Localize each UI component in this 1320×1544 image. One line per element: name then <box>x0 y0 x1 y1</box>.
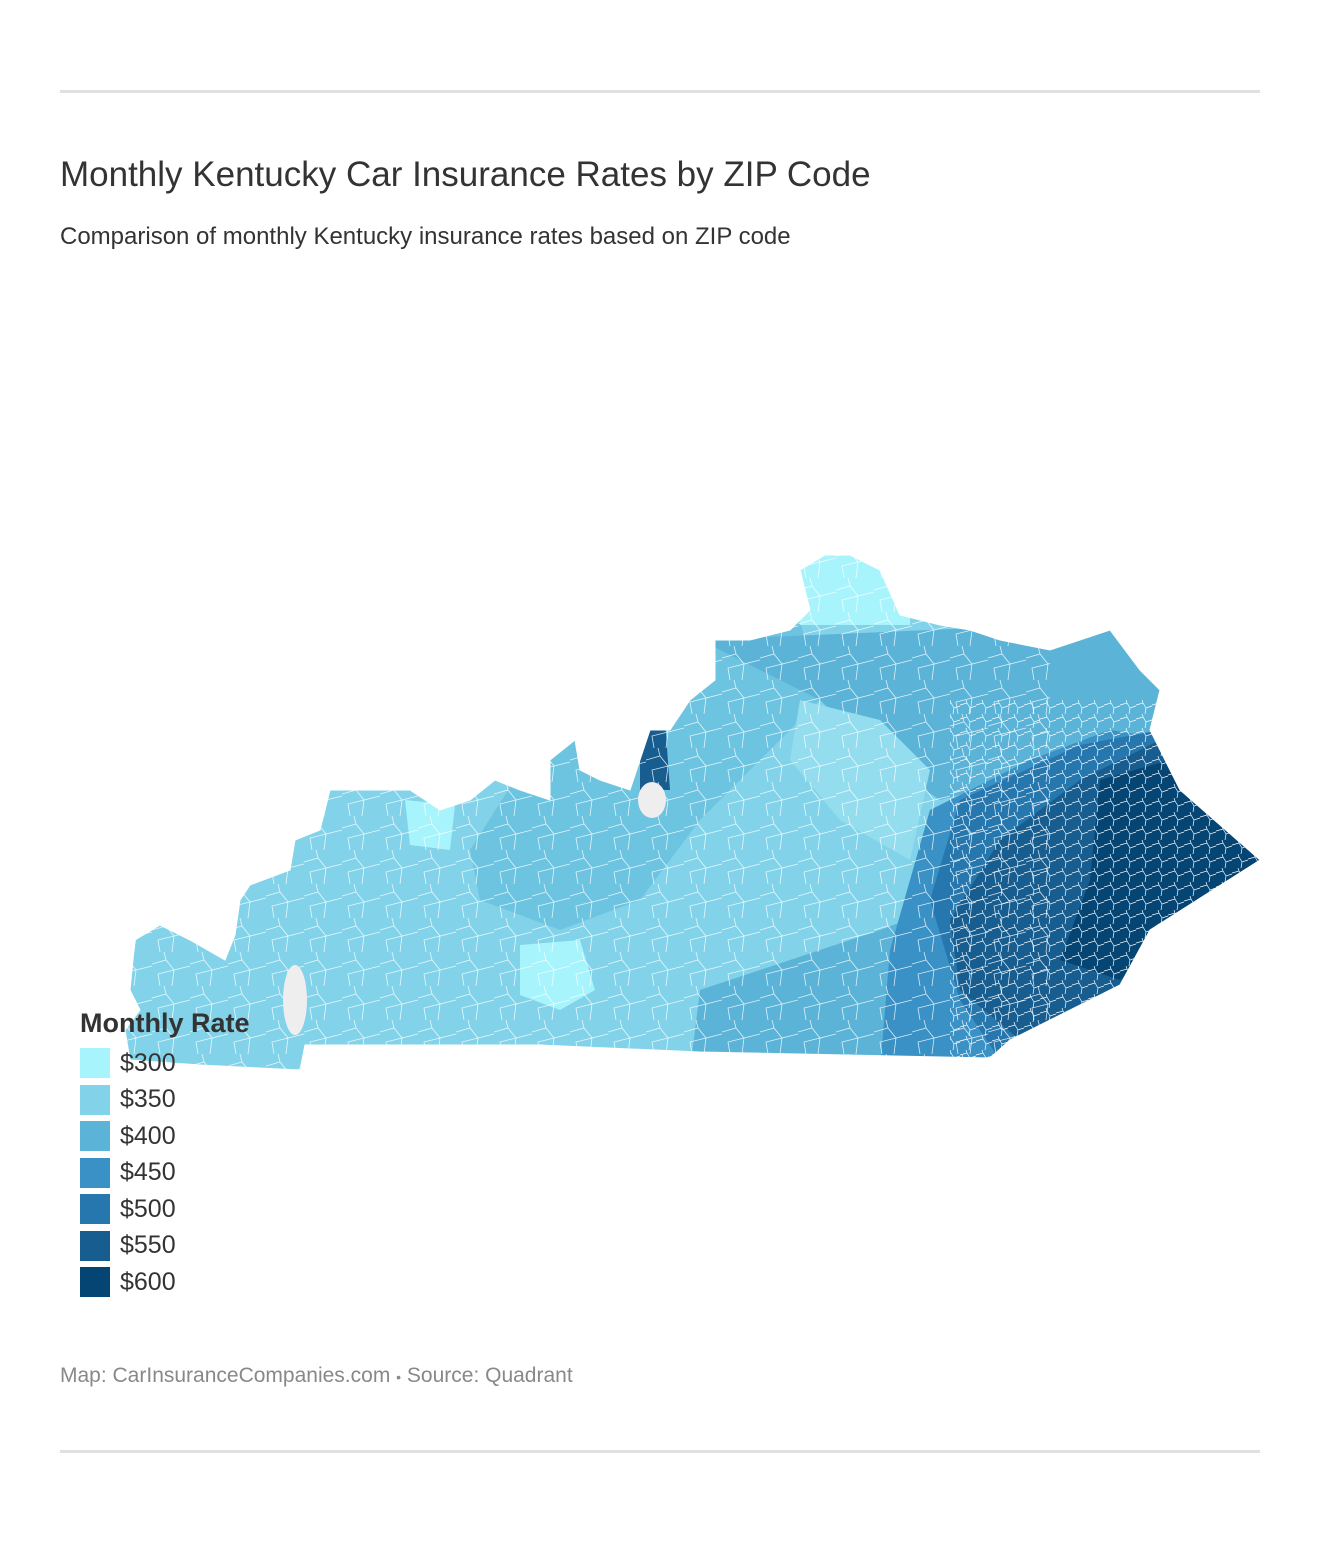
legend-label: $350 <box>120 1085 176 1114</box>
legend-label: $500 <box>120 1194 176 1223</box>
legend-swatch <box>80 1121 110 1152</box>
legend-swatch <box>80 1048 110 1079</box>
map-title: Monthly Kentucky Car Insurance Rates by … <box>60 155 871 194</box>
legend-swatch <box>80 1194 110 1225</box>
legend-swatch <box>80 1157 110 1188</box>
legend-label: $400 <box>120 1121 176 1150</box>
separator: • <box>396 1369 402 1385</box>
legend-item: $350 <box>80 1082 250 1119</box>
bottom-divider <box>60 1450 1260 1453</box>
legend-swatch <box>80 1267 110 1298</box>
top-divider <box>60 90 1260 93</box>
no-data-area <box>283 965 307 1035</box>
footer-credits: Map: CarInsuranceCompanies.com • Source:… <box>60 1364 573 1388</box>
legend-item: $500 <box>80 1191 250 1228</box>
legend-item: $450 <box>80 1155 250 1192</box>
zip-boundaries-east <box>950 700 1260 1070</box>
legend-swatch <box>80 1084 110 1115</box>
zip-boundaries <box>125 555 1050 1070</box>
legend-item: $550 <box>80 1228 250 1265</box>
map-credit: Map: CarInsuranceCompanies.com <box>60 1364 391 1387</box>
legend-label: $600 <box>120 1267 176 1296</box>
legend-label: $450 <box>120 1158 176 1187</box>
legend-label: $300 <box>120 1048 176 1077</box>
legend: Monthly Rate $300 $350 $400 $450 $500 $5… <box>80 1008 250 1301</box>
source-credit: Source: Quadrant <box>406 1364 573 1387</box>
legend-swatch <box>80 1230 110 1261</box>
legend-label: $550 <box>120 1231 176 1260</box>
legend-item: $400 <box>80 1118 250 1155</box>
no-data-area <box>638 782 666 818</box>
legend-item: $300 <box>80 1045 250 1082</box>
map-subtitle: Comparison of monthly Kentucky insurance… <box>60 223 791 250</box>
legend-title: Monthly Rate <box>80 1008 250 1038</box>
legend-item: $600 <box>80 1264 250 1301</box>
